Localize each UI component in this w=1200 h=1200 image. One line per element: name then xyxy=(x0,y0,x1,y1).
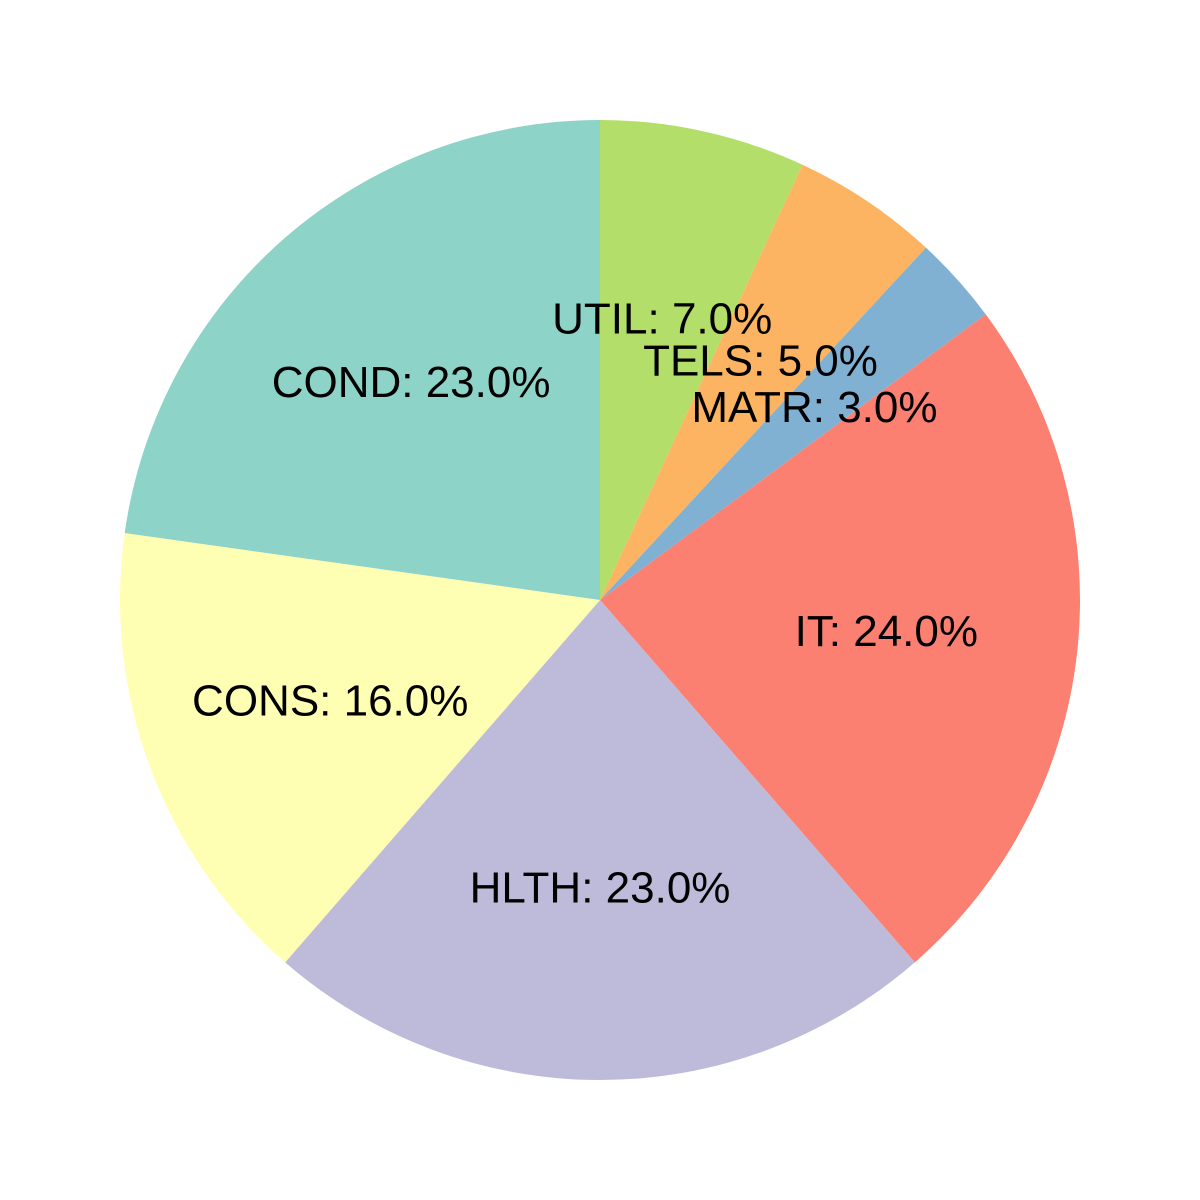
pie-slice-matr xyxy=(600,247,986,600)
pie-label-hlth: HLTH: 23.0% xyxy=(470,864,731,913)
pie-slice-cons xyxy=(120,533,600,963)
pie-labels: UTIL: 7.0%TELS: 5.0%MATR: 3.0% IT: 24.0% H… xyxy=(192,294,978,912)
pie-label-util: UTIL: 7.0% xyxy=(552,294,772,343)
pie-slice-cond xyxy=(124,120,600,600)
pie-label-cond: COND: 23.0% xyxy=(272,358,551,407)
pie-slices xyxy=(120,120,1080,1080)
pie-slice-tels xyxy=(600,164,926,600)
pie-label-matr: MATR: 3.0% xyxy=(691,383,937,432)
pie-slice-util xyxy=(600,120,803,600)
pie-slice-it xyxy=(600,314,1080,963)
pie-label-it: IT: 24.0% xyxy=(795,607,978,656)
pie-label-tels: TELS: 5.0% xyxy=(643,336,878,385)
pie-label-cons: CONS: 16.0% xyxy=(192,676,468,725)
pie-slice-hlth xyxy=(285,600,915,1080)
